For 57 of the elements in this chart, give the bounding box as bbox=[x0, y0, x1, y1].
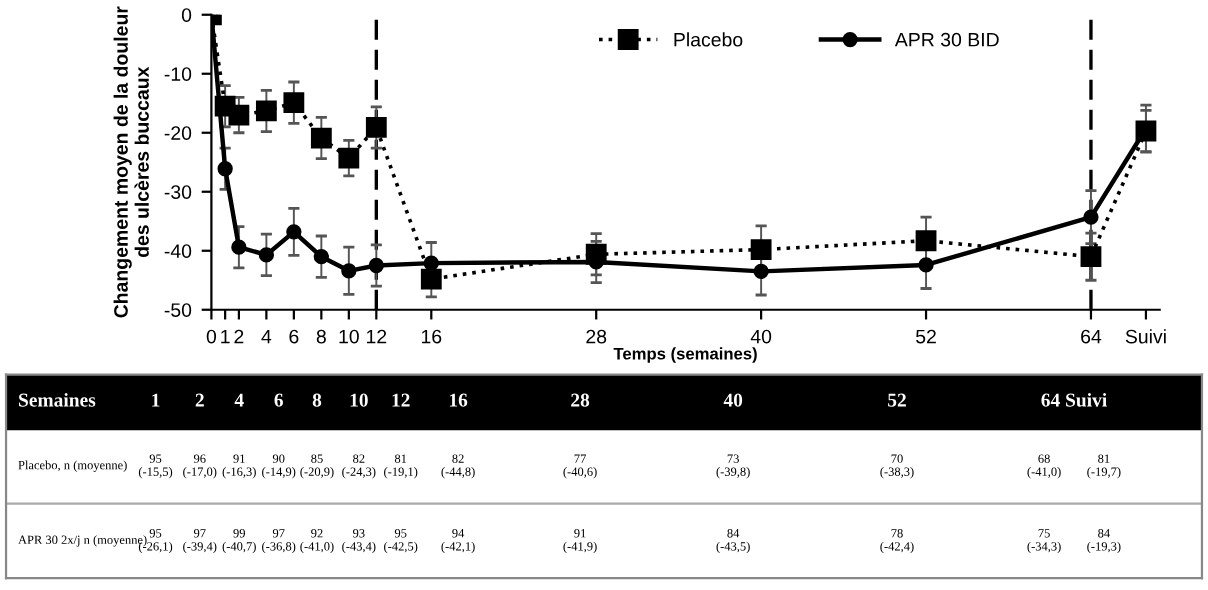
text: 52 bbox=[888, 393, 906, 407]
point bbox=[368, 257, 384, 274]
x-axis-title: Temps (semaines) bbox=[613, 347, 757, 363]
y-tick-label: -20 bbox=[164, 126, 192, 140]
point bbox=[310, 127, 332, 149]
point bbox=[258, 247, 275, 263]
text: 8 bbox=[312, 393, 322, 407]
y-axis-title: Changement moyen de la douleur des ulcères buccaux bbox=[113, 6, 149, 318]
point bbox=[423, 255, 439, 271]
x-tick-label: 2 bbox=[234, 329, 244, 344]
text: 28 bbox=[571, 393, 590, 407]
point bbox=[338, 147, 360, 169]
x-tick-label: 10 bbox=[339, 329, 359, 344]
text: 10 bbox=[350, 393, 368, 407]
point bbox=[753, 263, 769, 280]
text: 64 Suivi bbox=[1041, 392, 1107, 407]
point bbox=[918, 257, 934, 273]
text: 2 bbox=[195, 393, 204, 407]
y-tick-label: -10 bbox=[164, 67, 192, 81]
x-tick-label: Suivi bbox=[1125, 329, 1166, 344]
text: 6 bbox=[274, 393, 283, 407]
point bbox=[365, 117, 387, 138]
point bbox=[286, 224, 302, 240]
x-tick-label: 8 bbox=[316, 329, 326, 344]
x-tick-label: 40 bbox=[750, 329, 772, 344]
point bbox=[341, 263, 357, 279]
x-tick-label: 28 bbox=[586, 329, 607, 344]
y-tick-label: 0 bbox=[181, 8, 192, 22]
x-tick-label: 64 bbox=[1081, 329, 1102, 344]
point bbox=[1083, 209, 1099, 225]
point bbox=[228, 104, 250, 126]
text: 4 bbox=[234, 393, 244, 407]
y-tick-label: -40 bbox=[164, 244, 192, 258]
text: 40 bbox=[723, 393, 743, 407]
x-tick-label: 52 bbox=[916, 329, 936, 344]
x-tick-label: 0 bbox=[206, 329, 217, 344]
point bbox=[231, 239, 247, 255]
text: 16 bbox=[449, 393, 468, 407]
point bbox=[750, 239, 772, 260]
legend-label: APR 30 BID bbox=[894, 32, 999, 47]
x-tick-label: 12 bbox=[366, 329, 387, 344]
point bbox=[915, 230, 937, 252]
x-tick-label: 6 bbox=[289, 329, 299, 344]
point bbox=[313, 249, 329, 265]
y-tick-label: -50 bbox=[164, 303, 192, 317]
point bbox=[255, 100, 277, 122]
text: Semaines bbox=[19, 392, 96, 407]
legend-label: Placebo bbox=[674, 32, 743, 47]
point bbox=[283, 92, 305, 114]
text: 1 bbox=[152, 393, 160, 407]
y-tick-label: -30 bbox=[164, 185, 192, 199]
text: 12 bbox=[392, 393, 410, 407]
x-tick-label: 16 bbox=[421, 329, 442, 344]
point bbox=[217, 161, 233, 177]
x-tick-label: 4 bbox=[261, 329, 272, 344]
x-tick-label: 1 bbox=[221, 329, 230, 344]
point bbox=[420, 268, 442, 290]
